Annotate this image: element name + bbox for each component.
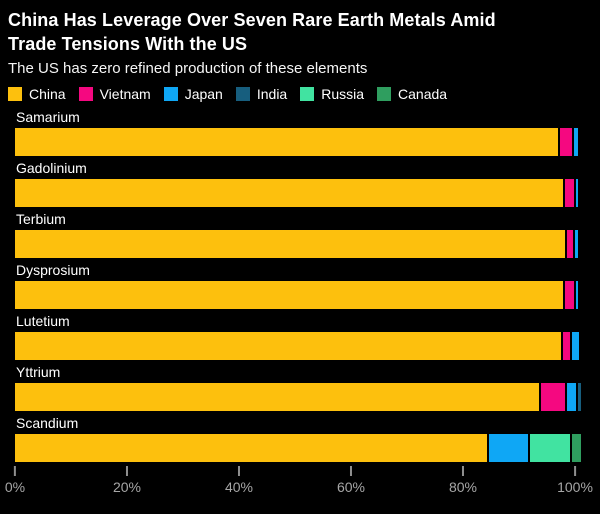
category-label: Samarium (16, 109, 80, 125)
bar-segment-china (15, 383, 540, 411)
x-axis-tick: 20% (113, 466, 141, 495)
bar-segment-japan (572, 332, 579, 360)
tick-mark (126, 466, 128, 476)
x-axis-tick: 80% (449, 466, 477, 495)
chart-title-line-1: China Has Leverage Over Seven Rare Earth… (8, 10, 496, 30)
legend-item-india: India (235, 86, 288, 102)
bar-segment-japan (575, 281, 579, 309)
legend-swatch-canada (377, 87, 392, 101)
bar-row: Dysprosium (15, 262, 579, 309)
tick-label: 60% (336, 479, 366, 495)
bar-segment-vietnam (541, 383, 565, 411)
chart-area: Samarium Gadolinium Terbium Dysprosium Lutet… (5, 109, 593, 500)
bar-row: Lutetium (15, 313, 579, 360)
category-label: Gadolinium (16, 160, 87, 176)
bar-segment-vietnam (563, 332, 571, 360)
legend-label-canada: Canada (398, 86, 448, 102)
bar-segment-japan (573, 128, 578, 156)
bar-segment-india (578, 383, 581, 411)
chart-title-line-2: Trade Tensions With the US (8, 34, 248, 54)
bar-segment-vietnam (565, 179, 574, 207)
bar-row: Samarium (15, 109, 578, 156)
bar-track (15, 332, 579, 360)
x-axis-tick: 0% (5, 466, 25, 495)
tick-mark (462, 466, 464, 476)
legend-label-vietnam: Vietnam (99, 86, 151, 102)
tick-label: 40% (224, 479, 254, 495)
bar-segment-china (15, 281, 564, 309)
legend-item-canada: Canada (377, 86, 447, 102)
chart-subtitle: The US has zero refined production of th… (8, 60, 368, 77)
bar-segment-china (15, 179, 564, 207)
bar-segment-china (15, 434, 488, 462)
tick-mark (350, 466, 352, 476)
bar-row: Terbium (15, 211, 578, 258)
legend-swatch-vietnam (78, 87, 93, 101)
bar-track (15, 434, 581, 462)
legend-label-china: China (29, 86, 66, 102)
x-axis-tick: 60% (337, 466, 365, 495)
tick-mark (13, 466, 16, 476)
legend-item-japan: Japan (163, 86, 223, 102)
legend-label-india: India (256, 86, 288, 102)
bar-segment-japan (574, 230, 578, 258)
legend-swatch-india (235, 87, 250, 101)
legend-label-japan: Japan (184, 86, 223, 102)
x-axis-tick: 40% (225, 466, 253, 495)
bar-track (15, 230, 578, 258)
legend-item-china: China (8, 86, 66, 102)
tick-mark (238, 466, 240, 476)
legend: China Vietnam Japan India Russia Canada (8, 86, 592, 102)
bar-segment-japan (566, 383, 577, 411)
bar-segment-japan (489, 434, 528, 462)
category-label: Terbium (16, 211, 66, 227)
bar-row: Gadolinium (15, 160, 579, 207)
legend-label-russia: Russia (321, 86, 365, 102)
category-label: Lutetium (16, 313, 70, 329)
tick-label: 0% (4, 479, 26, 495)
tick-label: 80% (448, 479, 478, 495)
tick-label: 100% (557, 479, 593, 495)
bar-segment-vietnam (566, 230, 573, 258)
x-axis: 0% 20% 40% 60% 80% 100% (5, 466, 593, 500)
bar-segment-canada (572, 434, 581, 462)
bar-track (15, 281, 579, 309)
bar-segment-japan (575, 179, 579, 207)
tick-mark (574, 466, 576, 476)
legend-item-vietnam: Vietnam (78, 86, 151, 102)
bar-track (15, 383, 581, 411)
bar-segment-china (15, 128, 559, 156)
bar-row: Yttrium (15, 364, 581, 411)
bar-segment-vietnam (560, 128, 572, 156)
bar-row: Scandium (15, 415, 581, 462)
tick-label: 20% (112, 479, 142, 495)
x-axis-tick: 100% (557, 466, 593, 495)
bar-segment-china (15, 332, 561, 360)
legend-swatch-china (8, 87, 22, 101)
bar-segment-vietnam (565, 281, 574, 309)
legend-swatch-russia (300, 87, 315, 101)
chart-title: China Has Leverage Over Seven Rare Earth… (8, 8, 592, 56)
category-label: Scandium (16, 415, 79, 431)
bar-rows: Samarium Gadolinium Terbium Dysprosium Lutet… (15, 109, 581, 462)
legend-swatch-japan (163, 87, 178, 101)
bar-segment-china (15, 230, 565, 258)
category-label: Dysprosium (16, 262, 90, 278)
bar-track (15, 128, 578, 156)
bar-track (15, 179, 579, 207)
category-label: Yttrium (16, 364, 61, 380)
bar-segment-russia (529, 434, 571, 462)
legend-item-russia: Russia (300, 86, 364, 102)
